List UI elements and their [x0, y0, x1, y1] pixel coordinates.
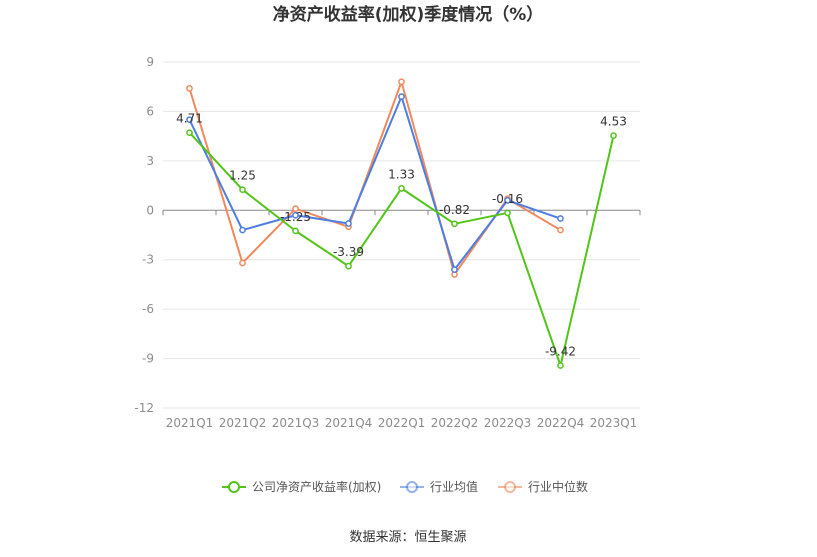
data-point[interactable]	[451, 266, 458, 273]
series-1	[186, 93, 564, 273]
x-tick-label: 2021Q2	[219, 416, 267, 430]
data-labels: 4.71 1.25 -1.25 -3.39 1.33 -0.82 -0.16 -9.42 4.5…	[176, 112, 627, 359]
data-point[interactable]	[345, 262, 352, 270]
data-point[interactable]	[292, 227, 299, 235]
data-point[interactable]	[557, 215, 564, 222]
series-lines	[186, 78, 617, 369]
x-tick-label: 2022Q4	[537, 416, 585, 430]
y-axis-ticks: 9 6 3 0 -3 -6 -9 -12	[134, 55, 154, 415]
x-tick-label: 2021Q3	[272, 416, 320, 430]
legend-label: 公司净资产收益率(加权)	[252, 479, 381, 494]
data-point[interactable]	[398, 78, 405, 86]
data-label: -0.82	[439, 203, 470, 217]
data-point[interactable]	[451, 220, 458, 228]
data-point[interactable]	[504, 197, 511, 204]
legend-label: 行业中位数	[528, 479, 588, 494]
x-tick-label: 2022Q1	[378, 416, 426, 430]
y-tick-label: -12	[134, 401, 154, 415]
y-tick-label: 3	[146, 154, 154, 168]
data-label: 4.71	[176, 112, 203, 126]
data-point[interactable]	[557, 362, 564, 369]
data-point[interactable]	[186, 85, 193, 92]
data-point[interactable]	[239, 259, 246, 267]
x-tick-label: 2023Q1	[590, 416, 638, 430]
data-label: -0.16	[492, 192, 523, 206]
source-note: 数据来源：恒生聚源	[349, 530, 466, 545]
data-label: -3.39	[333, 245, 364, 259]
data-point[interactable]	[345, 220, 352, 227]
y-tick-label: 6	[146, 104, 154, 118]
legend-label: 行业均值	[430, 479, 478, 494]
legend-item[interactable]: 行业均值	[400, 479, 478, 494]
data-label: -9.42	[545, 344, 576, 358]
data-point[interactable]	[504, 209, 511, 217]
x-tick-label: 2021Q4	[325, 416, 373, 430]
legend-item[interactable]: 公司净资产收益率(加权)	[222, 479, 381, 494]
x-tick-label: 2022Q3	[484, 416, 532, 430]
data-point[interactable]	[292, 205, 299, 212]
data-point[interactable]	[610, 132, 617, 139]
y-tick-label: -3	[142, 253, 154, 267]
series-0	[186, 129, 617, 369]
x-axis-ticks: 2021Q1 2021Q2 2021Q3 2021Q4 2022Q1 2022Q2 2022…	[166, 416, 638, 430]
legend-swatch-marker	[228, 481, 240, 493]
data-point[interactable]	[186, 129, 193, 137]
y-tick-label: 9	[146, 55, 154, 69]
legend-swatch-marker	[504, 481, 516, 493]
chart-title: 净资产收益率(加权)季度情况（%）	[273, 4, 544, 25]
data-label: 4.53	[600, 115, 627, 129]
data-label: 1.33	[388, 167, 415, 181]
data-label: -1.25	[280, 210, 311, 224]
legend-swatch-marker	[406, 481, 418, 493]
data-point[interactable]	[239, 226, 246, 234]
data-point[interactable]	[557, 226, 564, 234]
data-point[interactable]	[398, 185, 405, 192]
legend[interactable]: 公司净资产收益率(加权) 行业均值 行业中位数	[222, 479, 588, 494]
data-point[interactable]	[398, 93, 405, 100]
x-tick-label: 2021Q1	[166, 416, 214, 430]
y-tick-label: -6	[142, 302, 154, 316]
data-point[interactable]	[186, 116, 193, 124]
series-line	[188, 95, 561, 271]
legend-item[interactable]: 行业中位数	[498, 479, 588, 494]
data-label: 1.25	[229, 169, 256, 183]
data-point[interactable]	[239, 186, 246, 194]
y-tick-label: 0	[146, 203, 154, 217]
x-tick-label: 2022Q2	[431, 416, 479, 430]
data-point[interactable]	[292, 211, 299, 219]
y-tick-label: -9	[142, 352, 154, 366]
